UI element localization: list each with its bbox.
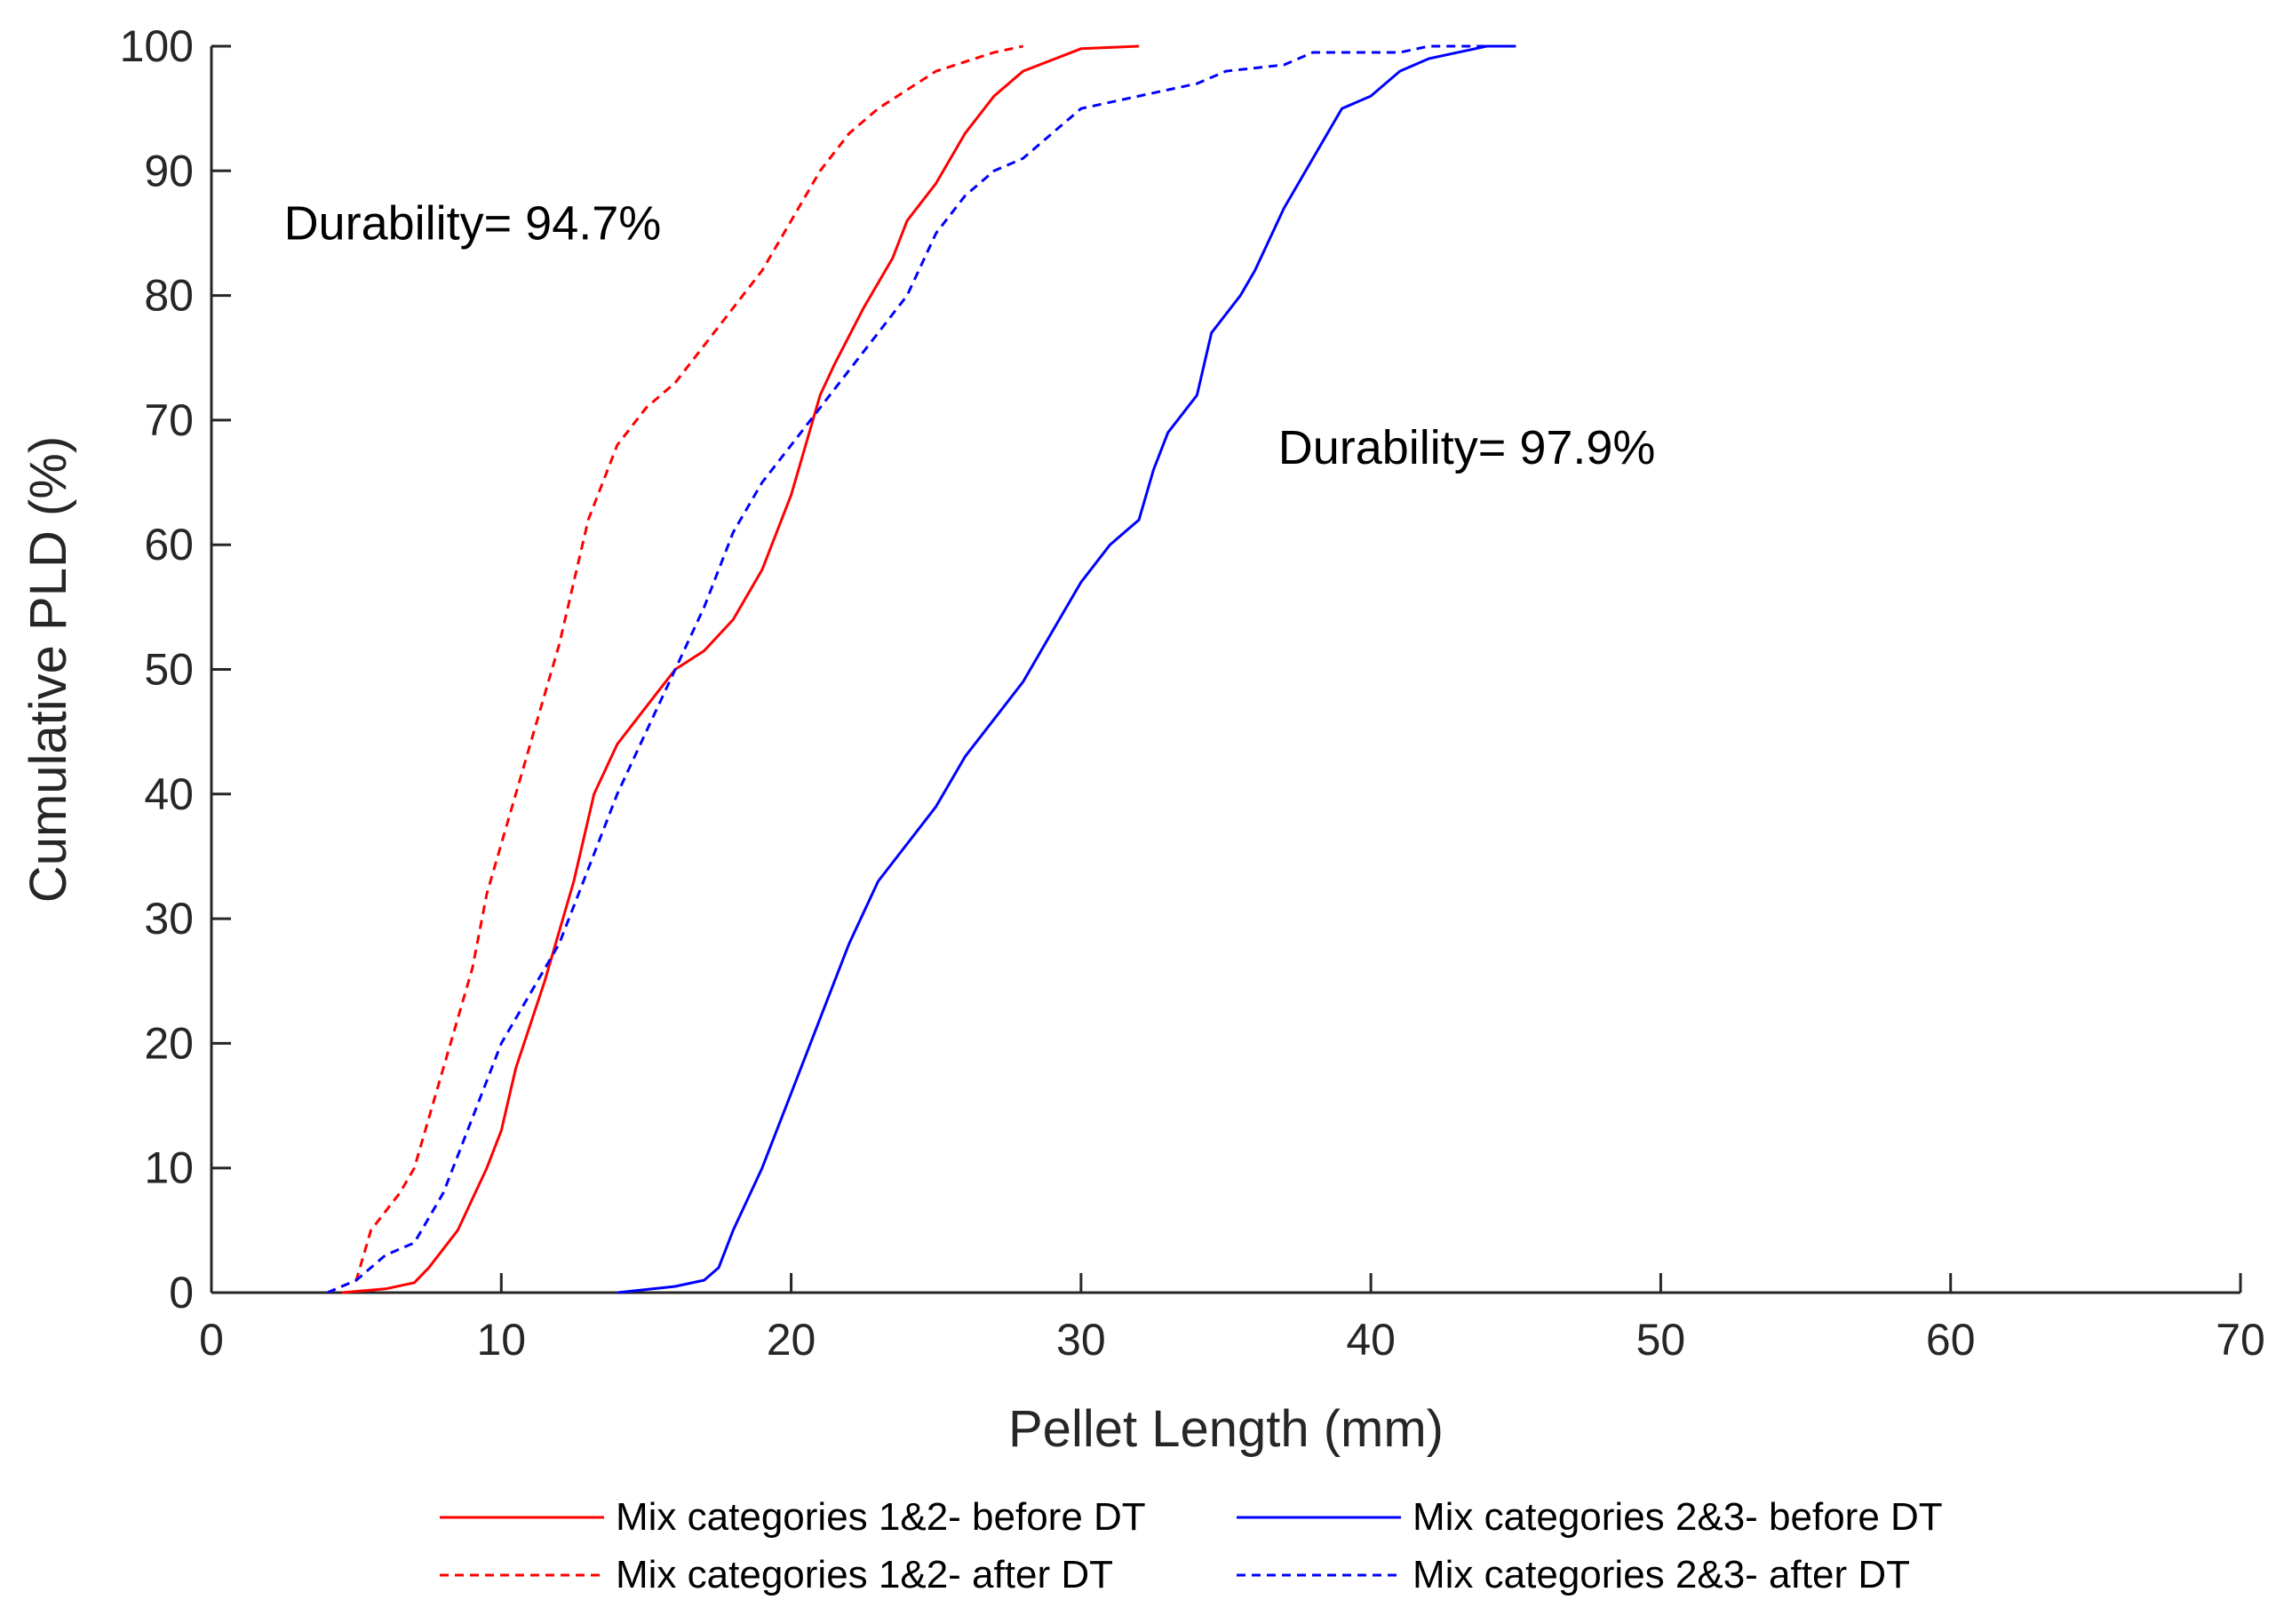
y-tick-label: 30 <box>144 894 194 943</box>
series-line-0 <box>341 44 1140 1294</box>
series-line-1 <box>326 44 1023 1294</box>
y-tick-label: 80 <box>144 271 194 321</box>
series-layer <box>326 44 1516 1294</box>
legend-label-mix-2-3-after: Mix categories 2&3- after DT <box>1413 1553 1910 1596</box>
x-tick-label: 70 <box>2216 1315 2265 1365</box>
durability-annotation-1: Durability= 94.7% <box>284 196 662 250</box>
y-tick-label: 40 <box>144 769 194 819</box>
y-axis-title: Cumulative PLD (%) <box>20 436 77 903</box>
x-axis-title: Pellet Length (mm) <box>1008 1400 1444 1458</box>
y-tick-label: 0 <box>169 1268 194 1318</box>
x-tick-label: 10 <box>476 1315 526 1365</box>
x-tick-label: 60 <box>1926 1315 1976 1365</box>
y-tick-label: 70 <box>144 395 194 445</box>
legend-label-mix-1-2-after: Mix categories 1&2- after DT <box>616 1553 1113 1596</box>
y-tick-label: 50 <box>144 645 194 695</box>
x-tick-label: 50 <box>1636 1315 1686 1365</box>
x-tick-label: 40 <box>1346 1315 1396 1365</box>
x-tick-label: 0 <box>199 1315 224 1365</box>
durability-annotation-2: Durability= 97.9% <box>1278 421 1656 474</box>
y-tick-label: 20 <box>144 1018 194 1068</box>
series-line-2 <box>617 44 1516 1294</box>
series-line-3 <box>326 44 1516 1294</box>
y-tick-label: 90 <box>144 146 194 195</box>
y-tick-label: 100 <box>120 21 194 71</box>
legend: Mix categories 1&2- before DT Mix catego… <box>440 1495 1943 1596</box>
x-tick-label: 30 <box>1056 1315 1106 1365</box>
x-tick-label: 20 <box>767 1315 816 1365</box>
legend-label-mix-1-2-before: Mix categories 1&2- before DT <box>616 1495 1146 1539</box>
y-axis-ticks: 0 10 20 30 40 50 60 70 80 90 100 <box>120 21 231 1318</box>
y-tick-label: 10 <box>144 1143 194 1193</box>
y-tick-label: 60 <box>144 520 194 569</box>
x-axis-ticks: 0 10 20 30 40 50 60 70 <box>199 1273 2265 1365</box>
legend-label-mix-2-3-before: Mix categories 2&3- before DT <box>1413 1495 1943 1539</box>
